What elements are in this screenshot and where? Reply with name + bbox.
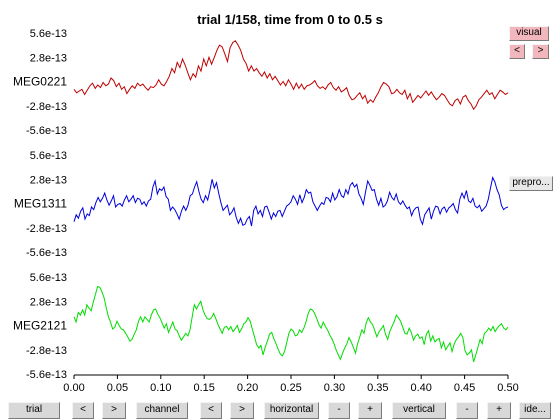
next-arrow-button[interactable]: >	[532, 44, 549, 59]
trace-meg1311	[73, 175, 509, 227]
plot-title: trial 1/158, time from 0 to 0.5 s	[197, 12, 383, 27]
y-tick-label: -2.8e-13	[26, 345, 67, 357]
horizontal-plus-button[interactable]: +	[358, 402, 382, 419]
x-tick-label: 0.05	[107, 382, 128, 394]
channel-label: MEG2121	[13, 319, 67, 333]
y-tick-label: 5.6e-13	[30, 28, 67, 40]
y-tick-label: 2.8e-13	[30, 174, 67, 186]
identify-button[interactable]: ide...	[519, 402, 551, 419]
horizontal-minus-button[interactable]: -	[328, 402, 350, 419]
y-tick-label: 5.6e-13	[30, 150, 67, 162]
prev-arrow-button[interactable]: <	[509, 44, 525, 59]
trial-next-button[interactable]: >	[102, 402, 126, 419]
y-tick-label: -5.6e-13	[26, 125, 67, 137]
x-tick-label: 0.20	[237, 382, 258, 394]
x-tick-label: 0.15	[193, 382, 214, 394]
trace-meg0221	[73, 40, 509, 111]
vertical-button[interactable]: vertical	[392, 402, 446, 419]
x-tick-label: 0.40	[410, 382, 431, 394]
horizontal-button[interactable]: horizontal	[264, 402, 319, 419]
x-tick-label: 0.35	[367, 382, 388, 394]
x-tick-label: 0.30	[324, 382, 345, 394]
channel-panel: 5.6e-13 2.8e-13 -2.8e-13 -5.6e-13 MEG2121	[13, 272, 509, 381]
y-tick-label: 2.8e-13	[30, 296, 67, 308]
channel-button[interactable]: channel	[136, 402, 188, 419]
y-tick-label: 2.8e-13	[30, 52, 67, 64]
x-tick-label: 0.25	[280, 382, 301, 394]
x-tick-label: 0.50	[497, 382, 518, 394]
channel-panel: 5.6e-13 2.8e-13 -2.8e-13 -5.6e-13 MEG0221	[13, 28, 509, 137]
trial-prev-button[interactable]: <	[72, 402, 94, 419]
channel-prev-button[interactable]: <	[200, 402, 222, 419]
channel-label: MEG1311	[14, 197, 67, 211]
y-tick-label: -5.6e-13	[26, 369, 67, 381]
vertical-minus-button[interactable]: -	[456, 402, 478, 419]
trace-meg2121	[73, 285, 509, 363]
x-tick-label: 0.00	[63, 382, 84, 394]
trial-button[interactable]: trial	[8, 402, 60, 419]
channel-label: MEG0221	[13, 75, 67, 89]
y-tick-label: -5.6e-13	[26, 247, 67, 259]
y-tick-label: -2.8e-13	[26, 101, 67, 113]
x-tick-label: 0.10	[150, 382, 171, 394]
x-tick-label: 0.45	[454, 382, 475, 394]
y-tick-label: -2.8e-13	[26, 223, 67, 235]
channel-next-button[interactable]: >	[230, 402, 254, 419]
preprocessing-button[interactable]: prepro...	[509, 176, 553, 191]
channel-panel: 5.6e-13 2.8e-13 -2.8e-13 -5.6e-13 MEG1311	[14, 150, 509, 259]
visual-button[interactable]: visual	[509, 26, 549, 41]
y-tick-label: 5.6e-13	[30, 272, 67, 284]
vertical-plus-button[interactable]: +	[487, 402, 511, 419]
